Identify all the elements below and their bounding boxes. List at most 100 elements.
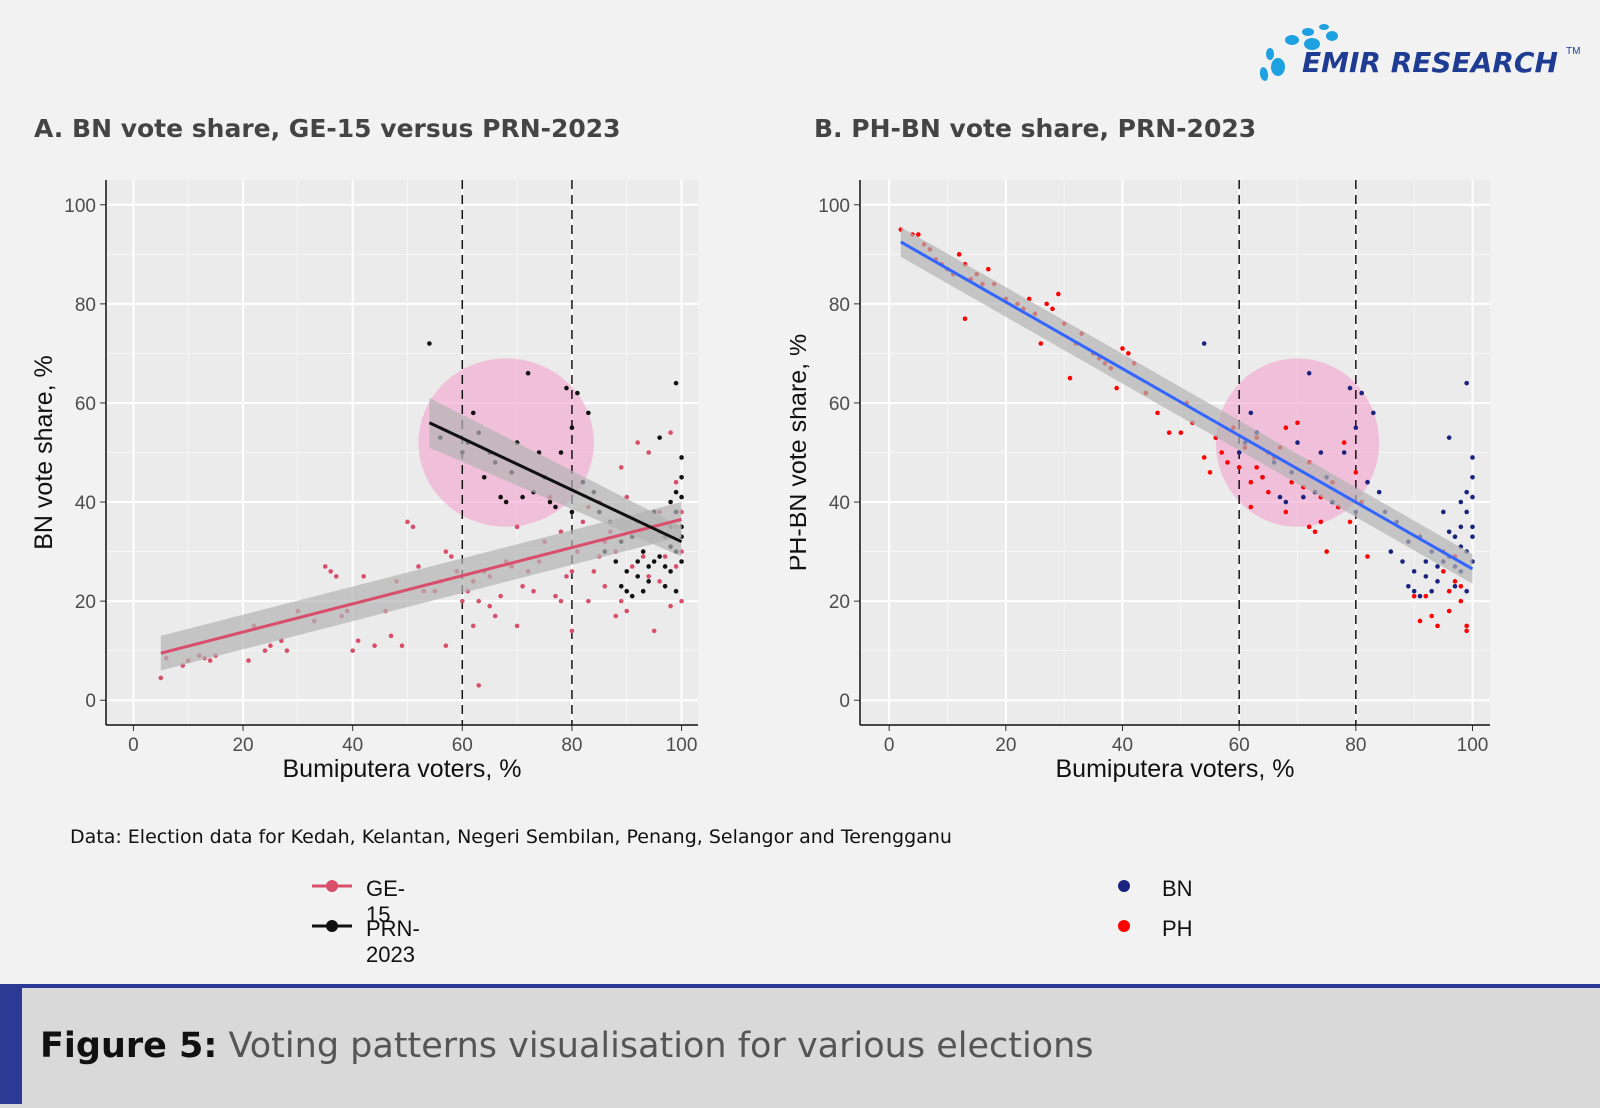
data-point (333, 574, 339, 579)
data-point (1411, 569, 1417, 574)
data-point (569, 569, 575, 574)
data-point (635, 574, 641, 579)
data-point (1236, 450, 1242, 455)
data-point (1289, 479, 1294, 485)
data-point (1446, 588, 1452, 594)
y-tick-label: 0 (85, 691, 96, 712)
data-point (1347, 519, 1353, 525)
data-point (476, 683, 482, 688)
data-point (246, 658, 251, 663)
data-point (355, 638, 361, 644)
legend-swatch-bn (1118, 880, 1130, 892)
data-point (1114, 385, 1119, 391)
data-point (1283, 509, 1289, 515)
data-point (1423, 574, 1429, 579)
data-point (1044, 301, 1049, 307)
y-tick-label: 80 (75, 295, 96, 316)
data-point (1446, 435, 1452, 440)
data-point (1283, 499, 1289, 505)
fit-line (428, 421, 683, 544)
data-point (498, 593, 503, 599)
data-point (657, 579, 662, 584)
x-tick-label: 60 (1229, 735, 1250, 756)
data-point (679, 455, 684, 460)
data-point (449, 554, 454, 559)
data-point (1441, 569, 1446, 574)
data-point (640, 549, 646, 554)
data-point (962, 316, 968, 322)
data-point (1458, 598, 1464, 604)
data-point (646, 564, 651, 569)
data-point (662, 554, 668, 559)
data-point (1452, 534, 1458, 540)
data-point (646, 579, 651, 584)
data-point (547, 499, 553, 505)
data-point (399, 643, 405, 649)
data-point (629, 593, 635, 599)
data-point (618, 583, 624, 589)
data-point (646, 450, 651, 455)
data-point (668, 569, 673, 574)
y-axis-label: BN vote share, % (30, 355, 58, 550)
x-tick-label: 20 (232, 735, 253, 756)
data-point (986, 266, 991, 272)
brand-tm: TM (1566, 46, 1581, 57)
data-point (1126, 351, 1131, 356)
data-point (679, 494, 684, 500)
data-point (1470, 474, 1475, 480)
data-point (591, 569, 597, 574)
data-point (1359, 390, 1364, 396)
data-point (531, 588, 536, 594)
data-point (553, 593, 558, 599)
legend-label: PRN-2023 (366, 916, 420, 967)
data-point (1470, 524, 1475, 530)
y-tick-label: 0 (839, 691, 850, 712)
data-point (372, 643, 377, 649)
data-point (558, 450, 564, 455)
data-point (1464, 489, 1469, 495)
data-point (624, 569, 630, 574)
data-point (1248, 479, 1254, 485)
data-point (635, 440, 641, 445)
data-point (1353, 470, 1359, 475)
data-point (1266, 489, 1271, 495)
legend-label: PH (1162, 916, 1193, 941)
data-point (1318, 519, 1324, 525)
data-point (1301, 494, 1306, 500)
data-point (1470, 494, 1475, 500)
y-tick-label: 40 (75, 493, 96, 514)
caption-text: Voting patterns visualisation for variou… (217, 1026, 1094, 1066)
source-note: Data: Election data for Kedah, Kelantan,… (70, 826, 952, 848)
data-point (268, 643, 273, 649)
data-point (1318, 450, 1324, 455)
data-point (361, 574, 366, 579)
x-tick-label: 20 (995, 735, 1016, 756)
data-point (514, 623, 520, 629)
y-axis-label: PH-BN vote share, % (790, 334, 812, 572)
data-point (1435, 623, 1440, 629)
data-point (1406, 583, 1411, 589)
data-point (1178, 430, 1184, 435)
data-point (657, 554, 662, 559)
data-point (662, 564, 668, 569)
data-point (1067, 375, 1073, 381)
data-point (1120, 346, 1125, 351)
data-point (284, 648, 290, 653)
data-point (1429, 588, 1434, 594)
fit-line (900, 240, 1474, 571)
data-point (262, 648, 268, 653)
data-point (553, 504, 558, 510)
data-point (679, 559, 684, 564)
data-point (602, 583, 608, 589)
data-point (1458, 524, 1464, 530)
data-point (1166, 430, 1172, 435)
brand-name: EMIR RESEARCH (1302, 46, 1558, 79)
data-point (618, 465, 624, 470)
y-tick-label: 20 (829, 592, 850, 613)
x-axis-label: Bumiputera voters, % (1056, 755, 1295, 783)
data-point (443, 643, 449, 649)
data-point (558, 598, 564, 604)
data-point (640, 588, 646, 594)
data-point (564, 385, 569, 391)
data-point (476, 598, 482, 604)
